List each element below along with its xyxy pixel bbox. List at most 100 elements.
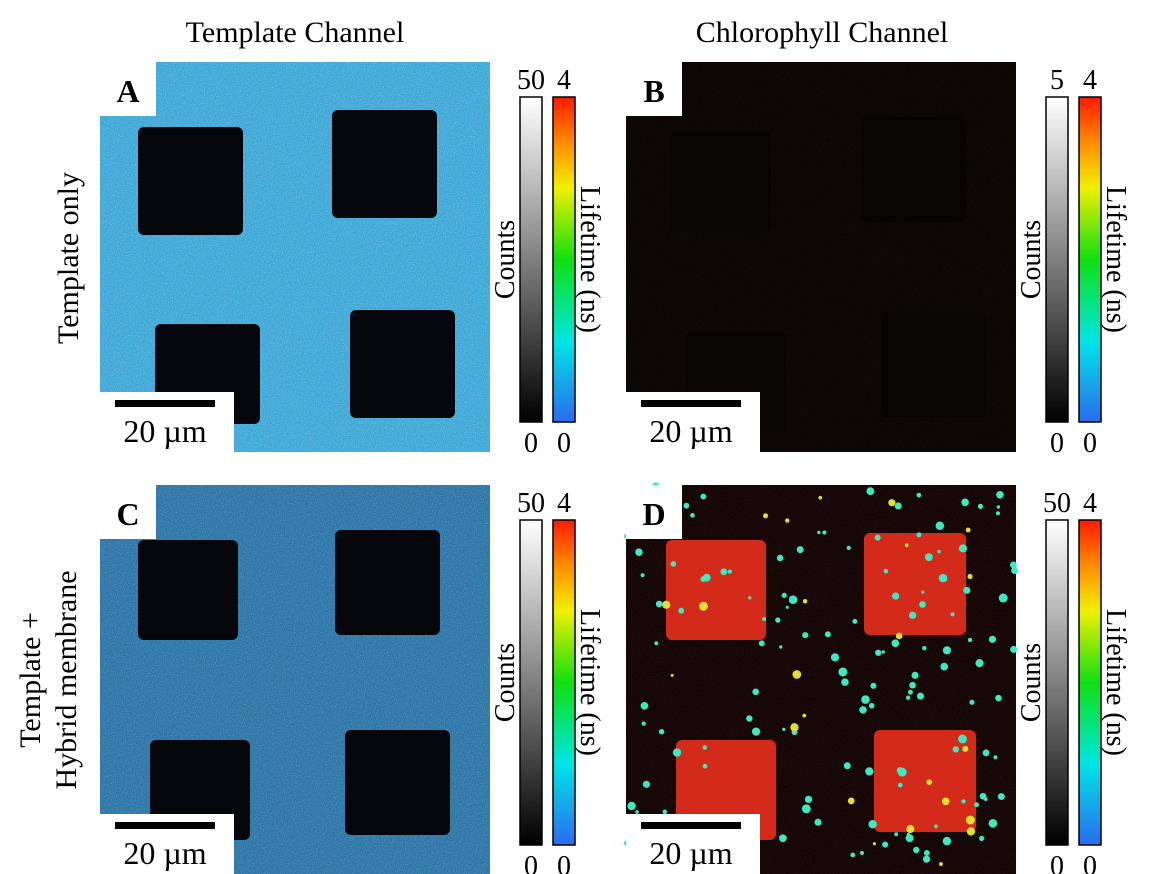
fluorescent-spot xyxy=(777,555,784,562)
panel-letter: C xyxy=(116,496,139,532)
fluorescent-spot xyxy=(866,487,874,495)
fluorescent-spot xyxy=(916,532,921,537)
fluorescent-spot xyxy=(943,646,951,654)
lifetime-colorbar xyxy=(553,520,575,845)
fluorescent-spot xyxy=(635,548,643,556)
fluorescent-spot xyxy=(643,781,650,788)
fluorescent-spot xyxy=(805,796,812,803)
template-square xyxy=(874,730,976,832)
fluorescent-spot xyxy=(888,499,895,506)
fluorescent-spot xyxy=(884,569,889,574)
colorbar-max: 50 xyxy=(517,65,545,96)
fluorescent-spot xyxy=(671,561,677,567)
fluorescent-spot xyxy=(797,546,804,553)
fluorescent-spot xyxy=(642,721,646,725)
fluorescent-spot xyxy=(983,749,990,756)
fluorescent-spot xyxy=(963,587,970,594)
fluorescent-spot xyxy=(841,678,849,686)
fluorescent-spot xyxy=(838,667,847,676)
colorbar-label: Lifetime (ns) xyxy=(1100,609,1131,756)
fluorescent-spot xyxy=(703,745,707,749)
colorbar-label: Lifetime (ns) xyxy=(1100,186,1131,333)
fluorescent-spot xyxy=(870,683,876,689)
fluorescent-spot xyxy=(875,535,881,541)
colorbar-label: Lifetime (ns) xyxy=(574,186,605,333)
fluorescent-spot xyxy=(699,602,708,611)
fluorescent-spot xyxy=(802,804,811,813)
fluorescent-spot xyxy=(975,659,983,667)
fluorescent-spot xyxy=(898,783,903,788)
fluorescent-spot xyxy=(847,546,851,550)
fluorescent-spot xyxy=(967,574,972,579)
fluorescent-spot xyxy=(814,819,821,826)
fluorescent-spot xyxy=(924,850,930,856)
counts-colorbar xyxy=(1046,97,1068,422)
fluorescent-spot xyxy=(980,793,987,800)
colorbar-max: 50 xyxy=(517,488,545,519)
fluorescent-spot xyxy=(906,695,910,699)
fluorescent-spot xyxy=(635,810,639,814)
fluorescent-spot xyxy=(997,505,1000,508)
fluorescent-spot xyxy=(916,493,921,498)
colorbar-label: Counts xyxy=(490,220,521,299)
fluorescent-spot xyxy=(961,799,965,803)
fluorescent-spot xyxy=(873,842,876,845)
fluorescent-spot xyxy=(966,816,975,825)
fluorescent-spot xyxy=(775,617,780,622)
fluorescent-spot xyxy=(850,853,855,858)
fluorescent-spot xyxy=(908,690,913,695)
scale-bar-label: 20 µm xyxy=(649,835,732,871)
fluorescent-spot xyxy=(923,856,930,863)
fluorescent-spot xyxy=(659,729,664,734)
fluorescent-spot xyxy=(860,851,864,855)
fluorescent-spot xyxy=(958,735,967,744)
figure: Template Channel Chlorophyll Channel Tem… xyxy=(0,0,1149,874)
fluorescent-spot xyxy=(942,798,950,806)
colorbar-min: 0 xyxy=(1083,851,1097,874)
fluorescent-spot xyxy=(802,714,806,718)
fluorescent-spot xyxy=(891,639,899,647)
template-square xyxy=(335,530,440,635)
fluorescent-spot xyxy=(882,650,885,653)
fluorescent-spot xyxy=(802,632,808,638)
colorbar-max: 4 xyxy=(1083,488,1097,519)
fluorescent-spot xyxy=(746,715,752,721)
fluorescent-spot xyxy=(978,504,983,509)
fluorescent-spot xyxy=(917,693,924,700)
row-label: Template only xyxy=(52,172,85,344)
fluorescent-spot xyxy=(785,518,789,522)
fluorescent-spot xyxy=(803,599,808,604)
fluorescent-spot xyxy=(759,640,765,646)
colorbar-min: 0 xyxy=(557,428,571,459)
colorbar-min: 0 xyxy=(1083,428,1097,459)
fluorescent-spot xyxy=(662,601,670,609)
fluorescent-spot xyxy=(779,645,782,648)
fluorescent-spot xyxy=(662,810,667,815)
fluorescent-spot xyxy=(909,682,916,689)
fluorescent-spot xyxy=(939,574,947,582)
fluorescent-spot xyxy=(962,746,968,752)
fluorescent-spot xyxy=(782,593,787,598)
fluorescent-spot xyxy=(848,797,855,804)
fluorescent-spot xyxy=(909,612,916,619)
colorbar-max: 4 xyxy=(557,488,571,519)
colorbar-label: Counts xyxy=(1016,220,1047,299)
fluorescent-spot xyxy=(779,834,787,842)
fluorescent-spot xyxy=(989,636,996,643)
template-square xyxy=(861,117,966,222)
fluorescent-spot xyxy=(922,646,926,650)
colorbar-max: 4 xyxy=(1083,65,1097,96)
fluorescent-spot xyxy=(906,825,914,833)
fluorescent-spot xyxy=(868,820,877,829)
fluorescent-spot xyxy=(752,688,759,695)
counts-colorbar xyxy=(1046,520,1068,845)
panel-letter: B xyxy=(643,73,664,109)
fluorescent-spot xyxy=(641,702,649,710)
fluorescent-spot xyxy=(671,674,674,677)
fluorescent-spot xyxy=(936,521,945,530)
fluorescent-spot xyxy=(921,591,924,594)
fluorescent-spot xyxy=(763,513,768,518)
fluorescent-spot xyxy=(762,617,766,621)
fluorescent-spot xyxy=(786,606,789,609)
fluorescent-spot xyxy=(748,596,751,599)
